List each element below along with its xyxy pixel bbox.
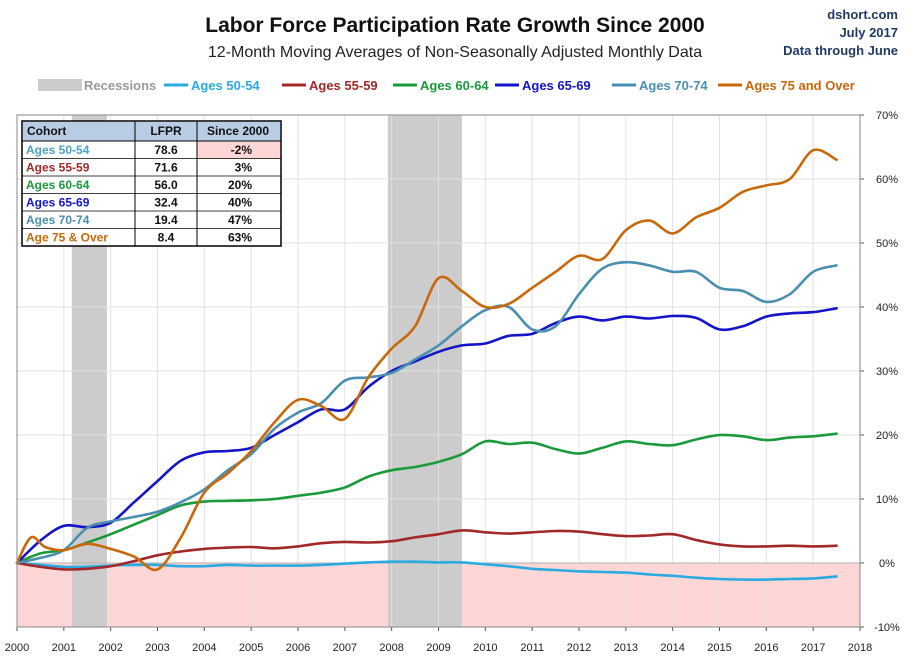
source-date: July 2017: [839, 25, 898, 40]
x-tick-label: 2004: [192, 642, 216, 654]
source-coverage: Data through June: [783, 43, 898, 58]
x-tick-label: 2002: [98, 642, 122, 654]
table-cell-cohort: Age 75 & Over: [26, 231, 108, 245]
y-tick-label: 70%: [876, 110, 898, 122]
source-site: dshort.com: [827, 7, 898, 22]
x-tick-label: 2008: [379, 642, 403, 654]
table-cell-lfpr: 19.4: [154, 213, 178, 227]
series-line-5: [15, 260, 838, 565]
legend-recessions-label: Recessions: [84, 78, 156, 93]
x-tick-label: 2007: [333, 642, 357, 654]
y-tick-label: 60%: [876, 174, 898, 186]
table-cell-lfpr: 8.4: [158, 231, 175, 245]
plot-area: 70% 60% 50% 40% 30% 20% 10% 0% -10% 2000 2001 2002 2…: [5, 110, 900, 654]
axes: 70% 60% 50% 40% 30% 20% 10% 0% -10% 2000 2001 2002 2…: [5, 110, 900, 654]
x-tick-label: 2011: [520, 642, 544, 654]
summary-table: Cohort LFPR Since 2000 Ages 50-54 78.6 -2%…: [21, 120, 282, 247]
series-line-6: [15, 148, 838, 572]
table-cell-cohort: Ages 55-59: [26, 161, 90, 175]
y-tick-label: 20%: [876, 430, 898, 442]
y-tick-label: 40%: [876, 302, 898, 314]
table-cell-lfpr: 78.6: [154, 143, 178, 157]
series-line-3: [15, 432, 838, 565]
y-tick-label: 10%: [876, 494, 898, 506]
series-line-4: [15, 307, 838, 565]
table-cell-since: 40%: [228, 196, 252, 210]
x-tick-label: 2015: [707, 642, 731, 654]
table-header-bg: [23, 122, 280, 141]
table-cell-since: -2%: [231, 143, 253, 157]
table-cell-cohort: Ages 60-64: [26, 178, 90, 192]
table-cell-cohort: Ages 70-74: [26, 213, 90, 227]
table-cell-lfpr: 71.6: [154, 161, 178, 175]
table-cell-since: 63%: [228, 231, 252, 245]
legend-label-5: Ages 70-74: [639, 78, 708, 93]
y-tick-label: 30%: [876, 366, 898, 378]
legend-label-6: Ages 75 and Over: [745, 78, 855, 93]
table-header-cohort: Cohort: [27, 124, 66, 138]
table-cell-cohort: Ages 65-69: [26, 196, 90, 210]
chart-subtitle: 12-Month Moving Averages of Non-Seasonal…: [208, 44, 702, 61]
table-cell-cohort: Ages 50-54: [26, 143, 90, 157]
table-header-since: Since 2000: [207, 124, 269, 138]
table-cell-since: 20%: [228, 178, 252, 192]
legend-label-1: Ages 50-54: [191, 78, 260, 93]
y-tick-label: 0%: [879, 558, 895, 570]
x-tick-label: 2016: [754, 642, 778, 654]
series-line-2: [15, 529, 838, 571]
plot-border: [16, 114, 861, 628]
legend: Recessions Ages 50-54 Ages 55-59 Ages 60-6…: [38, 78, 855, 93]
table-rows: Ages 50-54 78.6 -2% Ages 55-59 71.6 3% Ages 60…: [22, 143, 281, 245]
x-tick-label: 2010: [473, 642, 497, 654]
table-cell-since: 47%: [228, 213, 252, 227]
x-tick-label: 2000: [5, 642, 29, 654]
x-tick-label: 2005: [239, 642, 263, 654]
chart-title: Labor Force Participation Rate Growth Si…: [205, 14, 704, 37]
x-tick-label: 2018: [848, 642, 872, 654]
legend-label-2: Ages 55-59: [309, 78, 378, 93]
x-tick-label: 2012: [567, 642, 591, 654]
table-cell-since: 3%: [235, 161, 253, 175]
table-negative-cell: [197, 141, 280, 159]
x-tick-label: 2003: [145, 642, 169, 654]
legend-label-3: Ages 60-64: [420, 78, 489, 93]
x-tick-label: 2014: [660, 642, 684, 654]
x-tick-label: 2009: [426, 642, 450, 654]
x-tick-label: 2006: [286, 642, 310, 654]
x-tick-label: 2001: [52, 642, 76, 654]
table-header-lfpr: LFPR: [150, 124, 182, 138]
y-tick-label: -10%: [874, 622, 900, 634]
x-tick-label: 2017: [801, 642, 825, 654]
table-cell-lfpr: 56.0: [154, 178, 178, 192]
table-cell-lfpr: 32.4: [154, 196, 178, 210]
legend-label-4: Ages 65-69: [522, 78, 591, 93]
legend-recessions-swatch: [38, 79, 82, 91]
x-tick-label: 2013: [614, 642, 638, 654]
y-tick-label: 50%: [876, 238, 898, 250]
series-lines: [15, 148, 838, 581]
series-line-1: [15, 560, 838, 581]
